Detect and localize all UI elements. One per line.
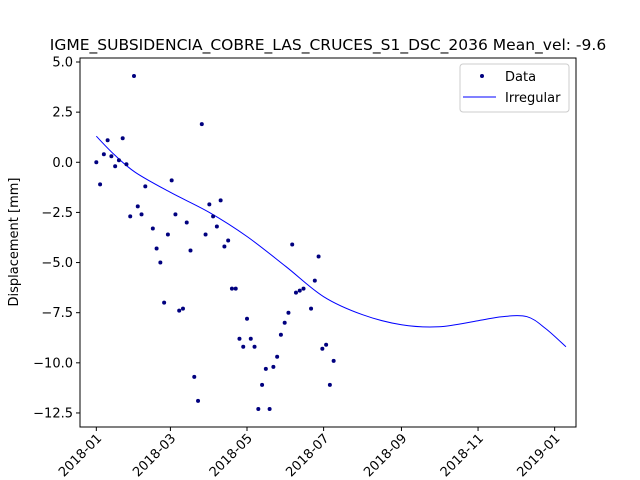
- data-point: [98, 182, 103, 187]
- data-point: [150, 226, 155, 231]
- data-point: [248, 336, 253, 341]
- data-point: [297, 288, 302, 293]
- data-point: [214, 224, 219, 229]
- data-point: [177, 308, 182, 313]
- data-point: [143, 184, 148, 189]
- legend: Data Irregular: [459, 63, 570, 113]
- data-point: [237, 336, 242, 341]
- data-point: [180, 306, 185, 311]
- data-point: [196, 398, 201, 403]
- data-point: [263, 366, 268, 371]
- data-point: [116, 158, 121, 163]
- data-point: [94, 160, 99, 165]
- data-point: [192, 374, 197, 379]
- data-point: [139, 212, 144, 217]
- data-point: [199, 122, 204, 127]
- data-point: [218, 198, 223, 203]
- data-point: [158, 260, 163, 265]
- data-point: [113, 164, 118, 169]
- plot-area: [94, 74, 567, 411]
- data-point: [260, 382, 265, 387]
- data-point: [252, 344, 257, 349]
- data-point: [188, 248, 193, 253]
- data-point: [109, 154, 114, 159]
- y-tick-label: −5.0: [41, 256, 73, 271]
- data-point: [282, 320, 287, 325]
- data-point: [293, 290, 298, 295]
- y-tick-label: −12.5: [33, 406, 73, 421]
- data-point: [184, 220, 189, 225]
- data-point: [165, 232, 170, 237]
- data-point: [128, 214, 133, 219]
- data-point: [211, 214, 216, 219]
- y-tick-label: −2.5: [41, 206, 73, 221]
- plot-marks: [94, 74, 567, 411]
- data-point: [316, 254, 321, 259]
- data-point: [154, 246, 159, 251]
- legend-data-label: Data: [505, 70, 536, 85]
- data-point: [124, 162, 129, 167]
- data-point: [222, 244, 227, 249]
- data-point: [309, 306, 314, 311]
- data-point: [275, 354, 280, 359]
- data-point: [131, 74, 136, 79]
- data-point: [327, 382, 332, 387]
- data-point: [169, 178, 174, 183]
- data-point: [233, 286, 238, 291]
- data-point: [226, 238, 231, 243]
- data-point: [324, 342, 329, 347]
- y-axis-label: Displacement [mm]: [7, 178, 22, 307]
- legend-box: [459, 63, 570, 113]
- data-point: [301, 286, 306, 291]
- data-point: [207, 202, 212, 207]
- data-point: [173, 212, 178, 217]
- data-point: [105, 138, 110, 143]
- data-point: [331, 358, 336, 363]
- legend-data-marker: [480, 74, 484, 78]
- data-point: [290, 242, 295, 247]
- data-point: [256, 406, 261, 411]
- chart-title: IGME_SUBSIDENCIA_COBRE_LAS_CRUCES_S1_DSC…: [50, 36, 606, 55]
- data-point: [245, 316, 250, 321]
- series-line-irregular: [95, 135, 567, 348]
- data-point: [278, 332, 283, 337]
- data-point: [241, 344, 246, 349]
- y-tick-label: −7.5: [41, 306, 73, 321]
- data-point: [271, 364, 276, 369]
- data-point: [203, 232, 208, 237]
- y-axis: 5.0 2.5 0.0 −2.5 −5.0 −7.5 −10.0 −12.5: [33, 56, 80, 421]
- data-point: [320, 346, 325, 351]
- data-point: [120, 136, 125, 141]
- y-tick-label: 0.0: [52, 156, 73, 171]
- data-point: [101, 152, 106, 157]
- data-point: [229, 286, 234, 291]
- y-tick-label: 5.0: [52, 56, 73, 71]
- y-tick-label: 2.5: [52, 106, 73, 121]
- plot-frame: [79, 57, 577, 428]
- data-point: [286, 310, 291, 315]
- data-point: [267, 406, 272, 411]
- data-point: [135, 204, 140, 209]
- data-point: [312, 278, 317, 283]
- legend-irregular-label: Irregular: [505, 91, 561, 106]
- y-tick-label: −10.0: [33, 356, 73, 371]
- data-point: [162, 300, 167, 305]
